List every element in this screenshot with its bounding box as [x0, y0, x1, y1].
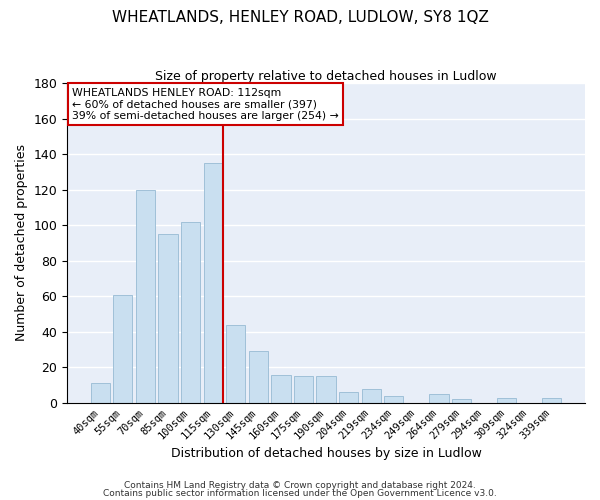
Bar [181, 222, 200, 403]
Bar [316, 376, 335, 403]
Bar [271, 374, 290, 403]
Bar [430, 394, 449, 403]
Bar [362, 389, 381, 403]
Bar [339, 392, 358, 403]
Bar [136, 190, 155, 403]
Bar [91, 384, 110, 403]
Bar [249, 352, 268, 403]
Y-axis label: Number of detached properties: Number of detached properties [15, 144, 28, 342]
Bar [226, 325, 245, 403]
Bar [113, 294, 133, 403]
X-axis label: Distribution of detached houses by size in Ludlow: Distribution of detached houses by size … [170, 447, 482, 460]
Bar [384, 396, 403, 403]
Text: Contains public sector information licensed under the Open Government Licence v3: Contains public sector information licen… [103, 489, 497, 498]
Title: Size of property relative to detached houses in Ludlow: Size of property relative to detached ho… [155, 70, 497, 83]
Bar [542, 398, 562, 403]
Text: WHEATLANDS HENLEY ROAD: 112sqm
← 60% of detached houses are smaller (397)
39% of: WHEATLANDS HENLEY ROAD: 112sqm ← 60% of … [73, 88, 339, 121]
Bar [158, 234, 178, 403]
Bar [294, 376, 313, 403]
Text: WHEATLANDS, HENLEY ROAD, LUDLOW, SY8 1QZ: WHEATLANDS, HENLEY ROAD, LUDLOW, SY8 1QZ [112, 10, 488, 25]
Bar [203, 163, 223, 403]
Text: Contains HM Land Registry data © Crown copyright and database right 2024.: Contains HM Land Registry data © Crown c… [124, 480, 476, 490]
Bar [497, 398, 517, 403]
Bar [452, 400, 471, 403]
